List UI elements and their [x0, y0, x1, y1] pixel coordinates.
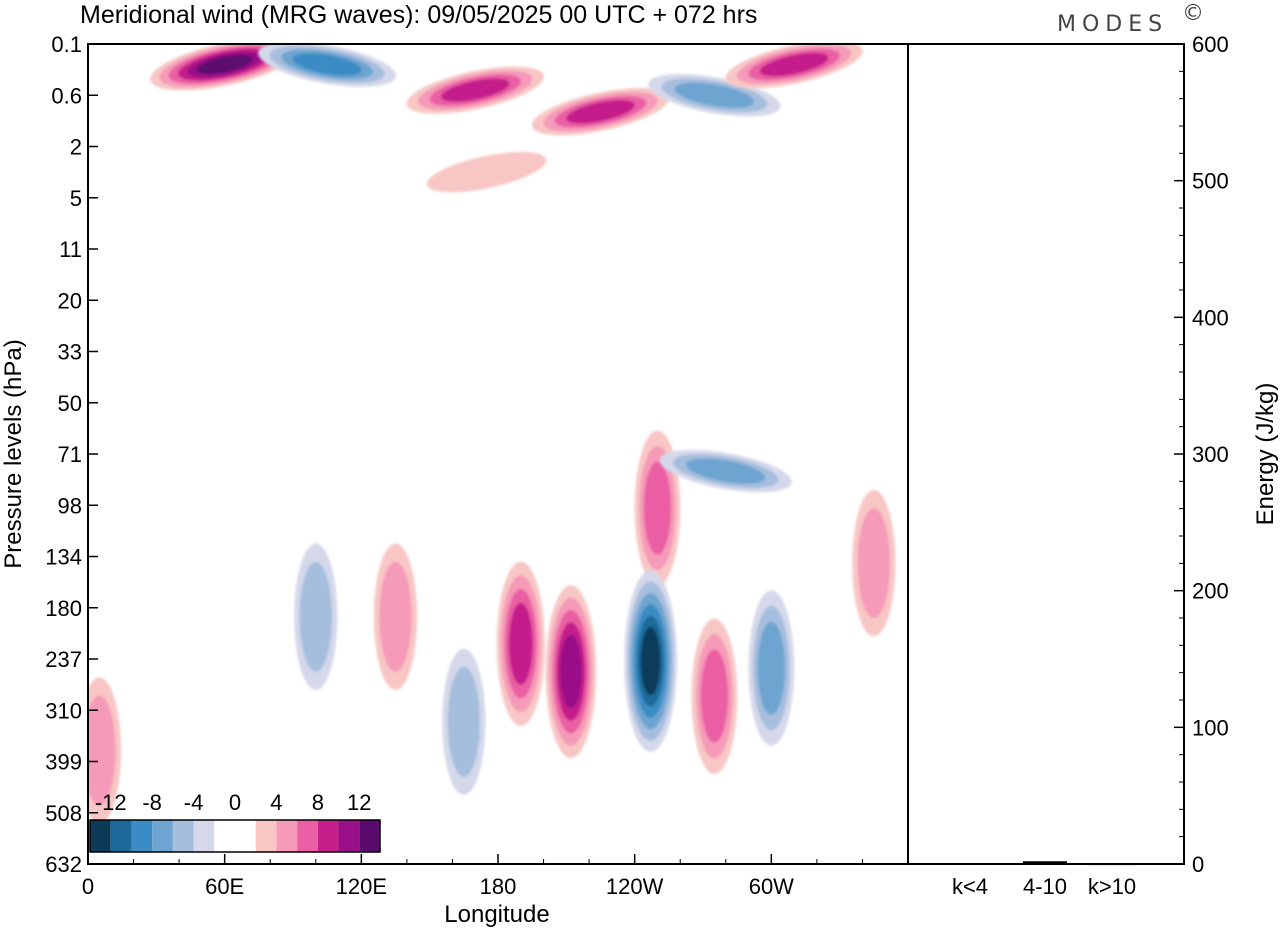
contour-cell-9 [545, 585, 597, 759]
colorbar-label: -8 [142, 790, 162, 815]
contour-cell-5 [725, 44, 863, 89]
y-tick-label: 33 [58, 340, 82, 365]
energy-tick-label: 400 [1192, 305, 1229, 330]
colorbar-swatch [131, 820, 153, 852]
contour-cell-10 [624, 570, 678, 752]
colorbar-label: -12 [95, 790, 127, 815]
y-tick-label: 310 [45, 698, 82, 723]
colorbar-label: -4 [184, 790, 204, 815]
y-tick-label: 20 [58, 288, 82, 313]
contour-cell-3 [531, 88, 670, 136]
energy-bar [948, 863, 992, 865]
y-tick-label: 134 [45, 545, 82, 570]
colorbar-swatch [338, 820, 360, 852]
y-tick-label: 5 [70, 186, 82, 211]
colorbar-swatch [317, 820, 339, 852]
colorbar-swatch [255, 820, 277, 852]
contour-cell-2 [406, 66, 544, 114]
energy-x-axis: k<4 4-10 k>10 [952, 874, 1136, 899]
y-tick-label: 11 [59, 237, 82, 262]
colorbar-swatch [90, 820, 111, 852]
y-tick-label: 2 [70, 135, 82, 160]
contour-cell-17 [659, 449, 792, 493]
y-tick-label: 237 [45, 647, 82, 672]
energy-category-label: 4-10 [1023, 874, 1067, 899]
energy-category-label: k>10 [1088, 874, 1136, 899]
y-axis: 0.1 0.6 2 5 11 20 33 50 71 98 134 180 237 310 399 508 63… [45, 32, 98, 877]
chart-title: Meridional wind (MRG waves): 09/05/2025 … [80, 1, 757, 29]
colorbar-swatch [276, 820, 298, 852]
x-tick-label: 60W [749, 874, 794, 899]
colorbar-label: 4 [270, 790, 282, 815]
energy-bars [948, 861, 1134, 866]
colorbar-swatch [110, 820, 132, 852]
x-axis: 0 60E 120E 180 120W 60W [82, 854, 863, 899]
x-tick-label: 60E [205, 874, 244, 899]
colorbar-swatch [172, 820, 194, 852]
energy-tick-label: 300 [1192, 442, 1229, 467]
colorbar: -12 -8 -4 0 4 8 12 [89, 790, 381, 853]
x-axis-label: Longitude [444, 901, 549, 928]
contour-cell-6 [426, 151, 547, 193]
contour-cell-14 [373, 543, 418, 690]
contour-cell-11 [691, 618, 738, 774]
colorbar-label: 8 [312, 790, 324, 815]
colorbar-swatch [235, 820, 256, 852]
energy-tick-label: 500 [1192, 169, 1229, 194]
y-axis-label: Pressure levels (hPa) [0, 339, 27, 568]
colorbar-label: 0 [229, 790, 241, 815]
energy-bar [1090, 863, 1134, 866]
colorbar-swatch [152, 820, 173, 852]
contour-cell-16 [88, 677, 121, 824]
colorbar-swatch [193, 820, 215, 852]
energy-panel-frame [907, 43, 1185, 865]
energy-tick-label: 200 [1192, 579, 1229, 604]
x-tick-label: 120E [336, 874, 387, 899]
y-tick-label: 0.1 [51, 32, 82, 57]
energy-tick-label: 0 [1192, 852, 1204, 877]
modes-logo-mark: © [1182, 1, 1210, 26]
y-tick-label: 71 [58, 442, 82, 467]
contour-cell-1 [258, 44, 397, 87]
y-tick-label: 508 [45, 801, 82, 826]
energy-tick-label: 100 [1192, 715, 1229, 740]
y-tick-label: 180 [45, 596, 82, 621]
energy-category-label: k<4 [952, 874, 988, 899]
contour-cell-15 [442, 648, 486, 795]
contour-cell-13 [294, 543, 338, 690]
y-tick-label: 98 [58, 493, 82, 518]
colorbar-label: 12 [347, 790, 371, 815]
x-tick-label: 0 [82, 874, 94, 899]
x-tick-label: 180 [480, 874, 517, 899]
contour-cell-7 [634, 430, 681, 586]
contour-cell-12 [748, 590, 795, 746]
modes-logo: MODES [1057, 12, 1168, 37]
contour-field [88, 44, 896, 824]
y-tick-label: 0.6 [51, 83, 82, 108]
y-tick-label: 399 [45, 750, 82, 775]
colorbar-swatch [359, 820, 380, 852]
colorbar-swatch [214, 820, 235, 852]
y-tick-label: 50 [58, 391, 82, 416]
contour-cell-8 [496, 561, 545, 726]
energy-y-axis: 0 100 200 300 400 500 600 [1174, 32, 1229, 877]
energy-bar [1023, 861, 1067, 864]
y-tick-label: 632 [45, 852, 82, 877]
colorbar-swatch [297, 820, 318, 852]
energy-axis-label: Energy (J/kg) [1252, 383, 1279, 526]
contour-cell-4 [648, 74, 781, 117]
x-tick-label: 120W [606, 874, 664, 899]
contour-cell-18 [852, 489, 896, 637]
colorbar-frame [89, 819, 381, 853]
energy-tick-label: 600 [1192, 32, 1229, 57]
